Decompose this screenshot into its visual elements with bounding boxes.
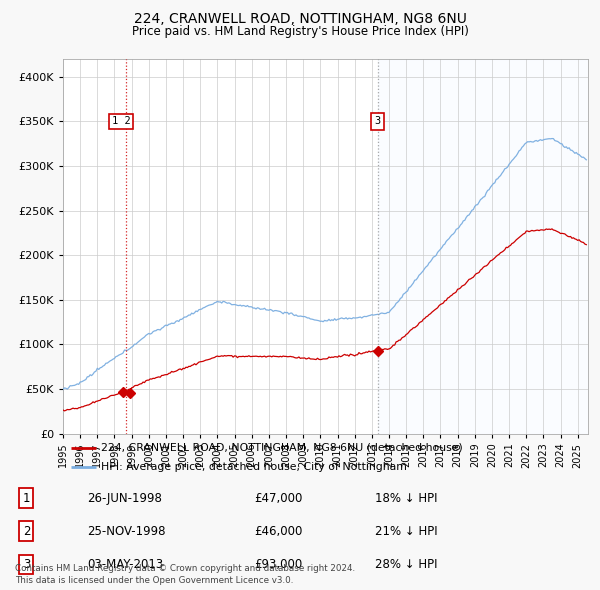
Text: 28% ↓ HPI: 28% ↓ HPI [375, 558, 437, 571]
Text: 1: 1 [23, 491, 30, 505]
Text: 1 2: 1 2 [112, 116, 131, 126]
Text: £47,000: £47,000 [254, 491, 302, 505]
Text: 224, CRANWELL ROAD, NOTTINGHAM, NG8 6NU: 224, CRANWELL ROAD, NOTTINGHAM, NG8 6NU [134, 12, 466, 26]
Text: 2: 2 [23, 525, 30, 538]
Text: £46,000: £46,000 [254, 525, 302, 538]
Text: Price paid vs. HM Land Registry's House Price Index (HPI): Price paid vs. HM Land Registry's House … [131, 25, 469, 38]
Text: 18% ↓ HPI: 18% ↓ HPI [375, 491, 437, 505]
Text: 03-MAY-2013: 03-MAY-2013 [87, 558, 163, 571]
Text: HPI: Average price, detached house, City of Nottingham: HPI: Average price, detached house, City… [101, 462, 406, 471]
Text: 3: 3 [374, 116, 381, 126]
Text: 3: 3 [23, 558, 30, 571]
Text: 224, CRANWELL ROAD, NOTTINGHAM, NG8 6NU (detached house): 224, CRANWELL ROAD, NOTTINGHAM, NG8 6NU … [101, 443, 463, 453]
Bar [377, 59, 600, 434]
Text: Contains HM Land Registry data © Crown copyright and database right 2024.
This d: Contains HM Land Registry data © Crown c… [15, 565, 355, 585]
Text: £93,000: £93,000 [254, 558, 302, 571]
Text: 25-NOV-1998: 25-NOV-1998 [87, 525, 166, 538]
Text: 26-JUN-1998: 26-JUN-1998 [87, 491, 162, 505]
Text: 21% ↓ HPI: 21% ↓ HPI [375, 525, 437, 538]
